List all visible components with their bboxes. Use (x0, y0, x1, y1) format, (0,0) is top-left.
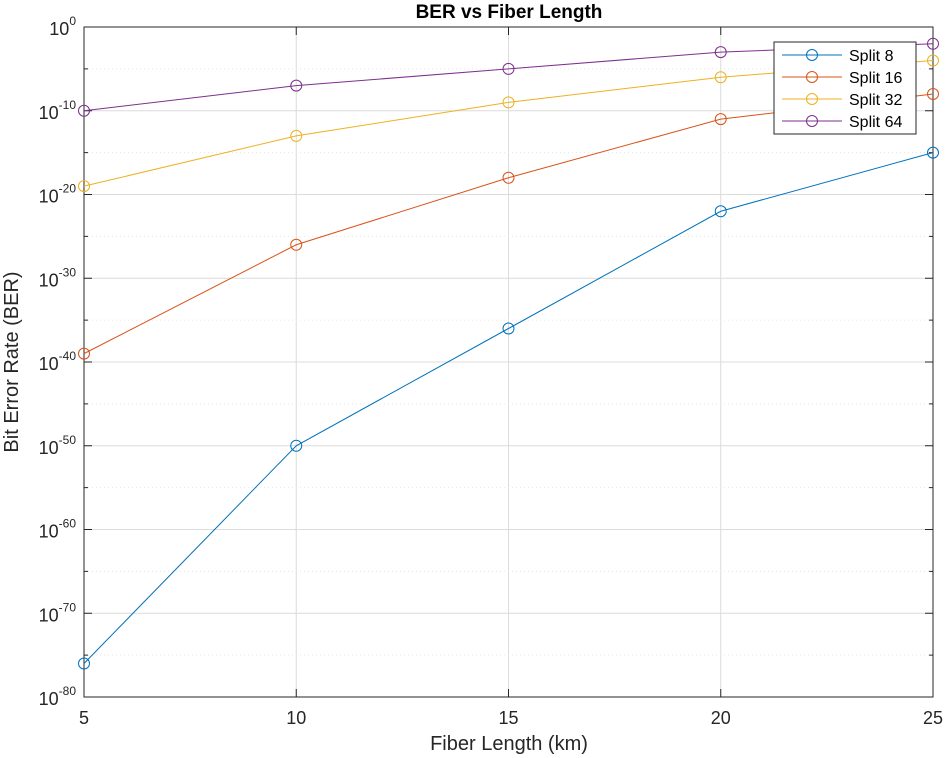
x-tick-label: 25 (923, 708, 943, 728)
y-tick-label: 10-50 (39, 433, 77, 458)
y-tick-label: 10-60 (39, 517, 77, 542)
x-tick-label: 5 (79, 708, 89, 728)
data-point-split-32 (714, 71, 727, 84)
data-point-split-32 (927, 54, 939, 67)
legend-label: Split 32 (849, 92, 902, 109)
y-tick-label: 10-10 (39, 98, 77, 123)
legend-marker (806, 71, 818, 83)
legend-label: Split 8 (849, 48, 894, 65)
y-tick-label: 10-70 (39, 600, 77, 625)
legend-marker (806, 93, 818, 105)
data-point-split-16 (502, 171, 515, 184)
y-tick-label: 10-30 (39, 265, 77, 290)
data-point-split-16 (714, 113, 727, 126)
data-point-split-32 (502, 96, 515, 109)
y-tick-label: 10-20 (39, 182, 77, 207)
y-tick-label: 10-40 (39, 349, 77, 374)
data-point-split-8 (714, 205, 727, 218)
legend: Split 8 Split 16 Split 32 Split 64 (773, 41, 917, 135)
chart-title: BER vs Fiber Length (416, 2, 603, 23)
legend-label: Split 64 (849, 114, 902, 131)
legend-marker (806, 49, 818, 61)
y-tick-label: 100 (49, 14, 76, 39)
data-point-split-16 (290, 238, 303, 251)
data-point-split-32 (78, 180, 90, 193)
x-tick-label: 10 (286, 708, 306, 728)
data-point-split-64 (502, 62, 515, 75)
data-point-split-64 (78, 104, 90, 117)
legend-box (773, 41, 917, 135)
data-point-split-8 (78, 657, 90, 670)
series-line-split-8 (83, 152, 934, 664)
legend-label: Split 16 (849, 70, 902, 87)
data-point-split-64 (290, 79, 303, 92)
data-point-split-8 (927, 146, 939, 159)
x-tick-label: 20 (711, 708, 731, 728)
data-point-split-32 (290, 129, 303, 142)
data-point-split-8 (502, 322, 515, 335)
y-axis-label: Bit Error Rate (BER) (1, 271, 23, 452)
x-axis-label: Fiber Length (km) (430, 733, 588, 755)
legend-marker (806, 115, 818, 127)
data-point-split-8 (290, 439, 303, 452)
series-split-8 (78, 146, 939, 670)
data-point-split-64 (714, 46, 727, 59)
y-tick-label: 10-80 (39, 684, 77, 709)
data-point-split-16 (78, 347, 90, 360)
data-point-split-64 (927, 37, 939, 50)
x-tick-label: 15 (498, 708, 518, 728)
axis-ticks: 5 10 15 20 25 100 10-10 10-20 10-30 10-40 10-50 10-… (39, 14, 943, 728)
data-point-split-16 (927, 88, 939, 100)
